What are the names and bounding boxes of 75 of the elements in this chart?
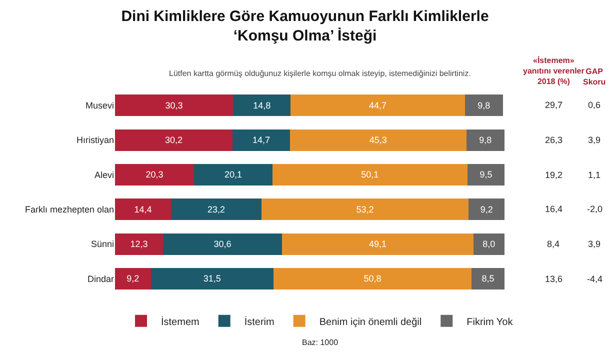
y-tick-label: Musevi xyxy=(85,100,114,110)
bar xyxy=(274,268,472,290)
bar xyxy=(261,198,469,220)
text: 3,9 xyxy=(588,239,601,249)
bar xyxy=(464,94,503,116)
bar xyxy=(115,94,234,116)
bar xyxy=(150,268,274,290)
y-tick-label: Hıristiyan xyxy=(76,135,114,146)
bar xyxy=(115,164,194,186)
bar xyxy=(282,233,474,255)
legend-label: İsterim xyxy=(244,316,274,328)
text: 19,2 xyxy=(545,170,563,180)
bar xyxy=(468,198,504,220)
text: -2,0 xyxy=(587,204,603,214)
text: -4,4 xyxy=(587,274,603,284)
bar xyxy=(473,233,504,255)
y-tick-label: Alevi xyxy=(94,170,114,180)
data-label: 14,7 xyxy=(252,135,270,145)
data-label: 30,6 xyxy=(214,239,232,249)
y-tick-label: Farklı mezhepten olan xyxy=(24,204,114,214)
bar xyxy=(290,129,466,151)
bar xyxy=(194,164,272,186)
bar xyxy=(290,94,465,116)
bar xyxy=(162,233,282,255)
data-label: 14,8 xyxy=(253,100,271,110)
data-label: 8,0 xyxy=(482,239,496,249)
text: 1,1 xyxy=(588,170,601,180)
data-label: 12,3 xyxy=(130,239,148,249)
data-label: 50,8 xyxy=(364,274,382,284)
text: GAP Skoru xyxy=(583,67,606,86)
y-tick-label: Dindar xyxy=(87,274,114,284)
text: 3,9 xyxy=(588,135,601,145)
data-label: 8,5 xyxy=(482,274,494,284)
text: 0,6 xyxy=(588,100,601,110)
data-label: 20,1 xyxy=(224,170,242,180)
data-label: 53,2 xyxy=(356,204,374,214)
bar xyxy=(468,164,504,186)
data-label: 9,8 xyxy=(479,135,492,145)
data-label: 45,3 xyxy=(369,135,387,145)
data-label: 23,2 xyxy=(208,204,226,214)
data-label: 20,3 xyxy=(146,170,164,180)
text: 8,4 xyxy=(547,239,560,249)
chart-title: Dini Kimliklere Göre Kamuoyunun Farklı Kimliklerle ‘Komşu Olma’ İsteği xyxy=(121,8,489,45)
bar xyxy=(232,129,290,151)
bar xyxy=(471,268,504,290)
data-label: 30,2 xyxy=(165,135,183,145)
bar xyxy=(115,268,151,290)
text: 29,7 xyxy=(545,100,563,110)
bar xyxy=(115,129,233,151)
data-label: 9,5 xyxy=(480,170,492,180)
legend-label: İstemem xyxy=(161,316,200,328)
text: Baz: 1000 xyxy=(302,338,339,347)
bar xyxy=(115,198,172,220)
bar xyxy=(171,198,262,220)
text: 16,4 xyxy=(545,204,563,214)
text: «İstemem» yanıtını verenler 2018 (%) xyxy=(523,56,584,86)
chart-subtitle: Lütfen kartta görmüş olduğunuz kişilerle komşu olmak isteyip, istemediğinizi belirtiniz. xyxy=(169,69,471,78)
data-label: 9,8 xyxy=(478,100,490,110)
legend-label: Benim için önemli değil xyxy=(319,316,422,328)
bar xyxy=(115,233,163,255)
data-label: 9,2 xyxy=(126,274,140,284)
bar xyxy=(233,94,291,116)
y-tick-label: Sünni xyxy=(90,239,114,250)
data-label: 14,4 xyxy=(134,204,152,214)
bar xyxy=(272,164,468,186)
text: 26,3 xyxy=(545,135,563,145)
legend-label: Fikrim Yok xyxy=(466,316,514,328)
data-label: 9,2 xyxy=(480,204,493,214)
bar xyxy=(466,129,504,151)
data-label: 49,1 xyxy=(368,239,386,249)
data-label: 44,7 xyxy=(368,100,386,110)
data-label: 30,3 xyxy=(165,100,183,110)
data-label: 31,5 xyxy=(203,274,221,284)
text: 13,6 xyxy=(545,274,563,284)
data-label: 50,1 xyxy=(361,170,379,180)
